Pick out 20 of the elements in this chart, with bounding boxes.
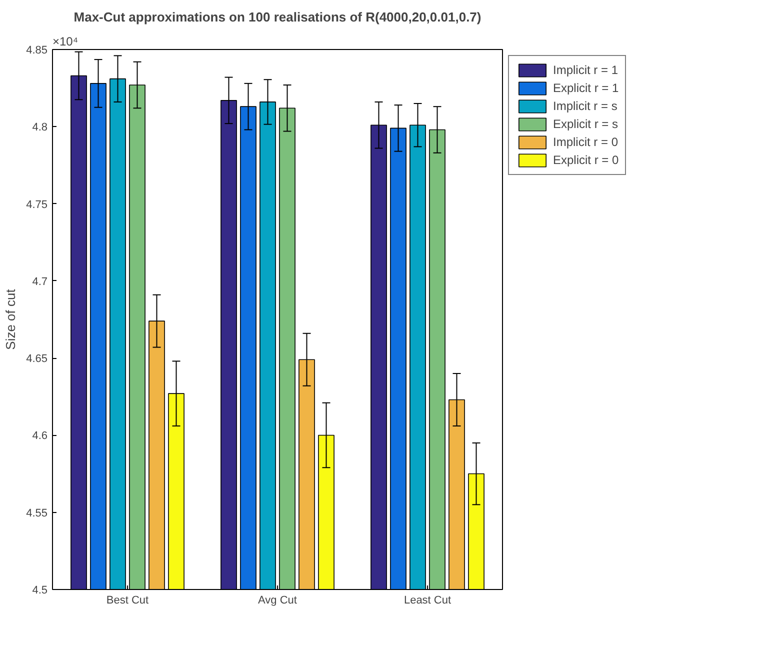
legend-label: Implicit r = s bbox=[553, 99, 618, 113]
chart-title: Max-Cut approximations on 100 realisations of R(4000,20,0.01,0.7) bbox=[74, 10, 482, 24]
y-tick-label: 4.8 bbox=[32, 122, 48, 134]
y-tick-label: 4.55 bbox=[26, 507, 48, 520]
y-tick-label: 4.85 bbox=[26, 44, 48, 56]
legend-label: Explicit r = 1 bbox=[553, 81, 619, 95]
y-tick-label: 4.6 bbox=[32, 430, 48, 442]
x-tick-label: Best Cut bbox=[106, 594, 149, 606]
legend-label: Explicit r = s bbox=[553, 117, 618, 131]
text: ×10⁴ bbox=[52, 34, 78, 48]
y-tick-label: 4.5 bbox=[32, 584, 48, 596]
y-axis-title: Size of cut bbox=[3, 288, 18, 350]
y-tick-label: 4.75 bbox=[26, 198, 48, 211]
legend-label: Implicit r = 1 bbox=[553, 63, 618, 77]
y-tick-label: 4.7 bbox=[32, 276, 48, 288]
legend-label: Implicit r = 0 bbox=[553, 135, 618, 149]
x-tick-label: Avg Cut bbox=[258, 594, 297, 606]
legend-label: Explicit r = 0 bbox=[553, 153, 619, 167]
y-tick-label: 4.65 bbox=[26, 353, 48, 366]
x-tick-label: Least Cut bbox=[404, 594, 452, 606]
